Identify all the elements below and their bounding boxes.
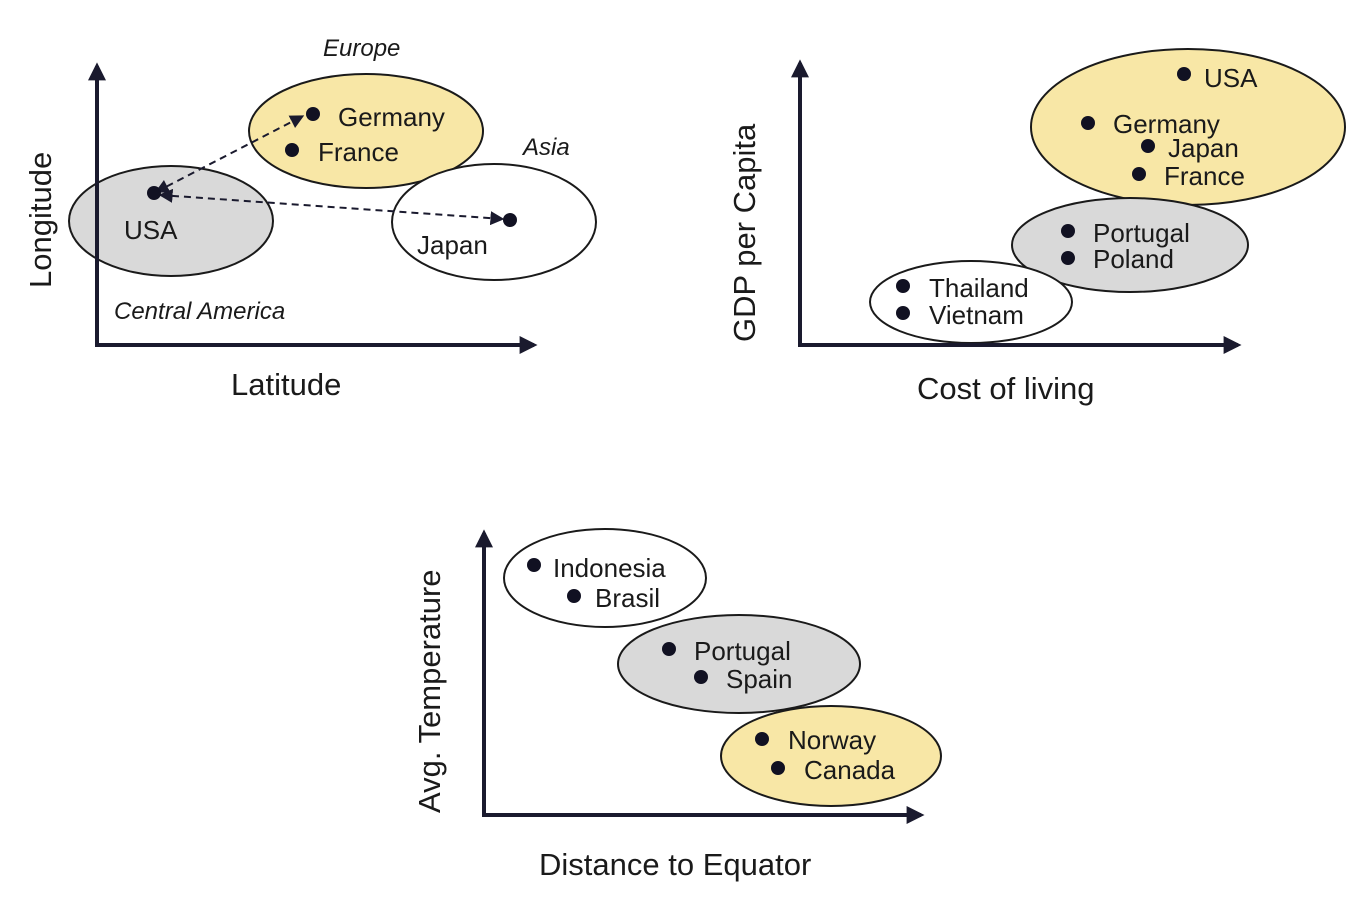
label-france: France (1164, 161, 1245, 191)
point-japan (1141, 139, 1155, 153)
point-brasil (567, 589, 581, 603)
label-france: France (318, 137, 399, 167)
point-spain (694, 670, 708, 684)
point-portugal (1061, 224, 1075, 238)
panel-climate: Indonesia Brasil Portugal Spain Norway C… (412, 528, 942, 882)
x-axis-label: Latitude (231, 367, 341, 402)
point-indonesia (527, 558, 541, 572)
point-portugal (662, 642, 676, 656)
panel-geography: Germany France USA Japan Europe Asia Cen… (23, 35, 597, 402)
region-label-europe: Europe (323, 35, 400, 62)
point-vietnam (896, 306, 910, 320)
point-norway (755, 732, 769, 746)
label-usa: USA (124, 215, 178, 245)
cluster-asia (391, 163, 597, 281)
point-canada (771, 761, 785, 775)
point-france (1132, 167, 1146, 181)
dashed-arrow-usa-germany (154, 115, 305, 193)
region-label-asia: Asia (521, 134, 570, 161)
point-germany (1081, 116, 1095, 130)
point-usa (147, 186, 161, 200)
point-japan (503, 213, 517, 227)
point-france (285, 143, 299, 157)
label-japan: Japan (1168, 133, 1239, 163)
x-axis-label: Cost of living (917, 371, 1094, 406)
cluster-cold (720, 705, 942, 807)
x-axis-label: Distance to Equator (539, 847, 811, 882)
y-axis-label: Avg. Temperature (412, 569, 447, 813)
label-indonesia: Indonesia (553, 553, 666, 583)
cluster-mid-income (1011, 197, 1249, 293)
label-canada: Canada (804, 755, 896, 785)
label-vietnam: Vietnam (929, 300, 1024, 330)
label-japan: Japan (417, 230, 488, 260)
label-poland: Poland (1093, 244, 1174, 274)
dashed-arrow-usa-japan (158, 188, 505, 226)
point-germany (306, 107, 320, 121)
panel-economy: USA Germany Japan France Portugal Poland… (727, 48, 1346, 406)
label-thailand: Thailand (929, 273, 1029, 303)
point-thailand (896, 279, 910, 293)
cluster-temperate (617, 614, 861, 714)
cluster-tropical (503, 528, 707, 628)
region-label-central-america: Central America (114, 298, 285, 325)
label-portugal: Portugal (1093, 218, 1190, 248)
label-norway: Norway (788, 725, 876, 755)
label-germany: Germany (338, 102, 445, 132)
label-brasil: Brasil (595, 583, 660, 613)
y-axis-label: Longitude (23, 152, 58, 288)
label-portugal: Portugal (694, 636, 791, 666)
label-germany: Germany (1113, 109, 1220, 139)
point-poland (1061, 251, 1075, 265)
y-axis-label: GDP per Capita (727, 123, 762, 342)
point-usa (1177, 67, 1191, 81)
label-usa: USA (1204, 63, 1258, 93)
label-spain: Spain (726, 664, 793, 694)
